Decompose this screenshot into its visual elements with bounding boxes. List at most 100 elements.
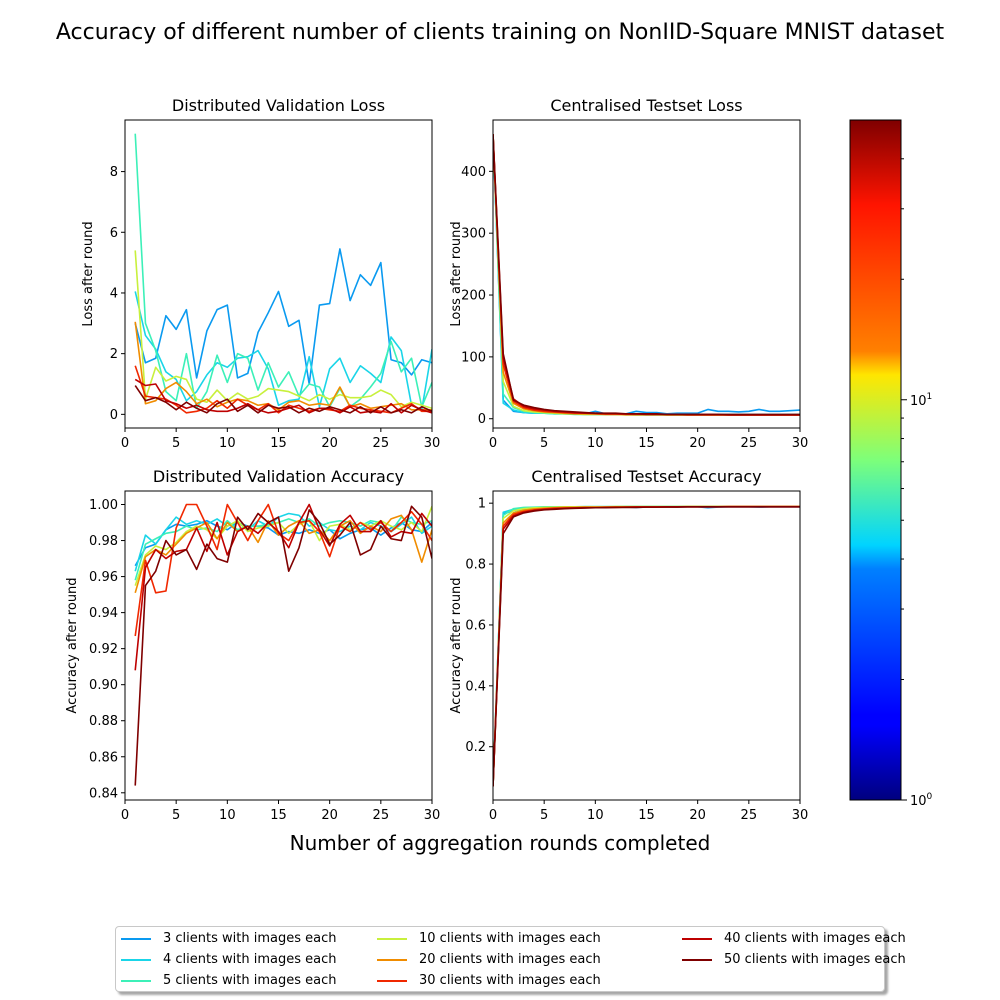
series-line-4 [493, 505, 800, 787]
y-tick-label: 0.6 [465, 618, 486, 633]
legend-swatch [682, 959, 712, 961]
y-tick-label: 0.90 [89, 678, 118, 693]
x-tick-label: 30 [424, 436, 441, 451]
legend-label: 30 clients with images each [419, 973, 601, 988]
series-line-8 [134, 385, 432, 414]
legend-swatch [377, 959, 407, 961]
x-tick-label: 15 [270, 436, 287, 451]
x-tick-label: 20 [321, 808, 338, 823]
colorbar: 100 101 [849, 119, 933, 809]
series-line-4 [493, 134, 800, 416]
y-tick-label: 4 [110, 286, 118, 301]
x-tick-label: 5 [540, 436, 548, 451]
series-line-8 [493, 506, 800, 787]
x-tick-label: 10 [587, 436, 604, 451]
y-tick-label: 0.96 [89, 570, 118, 585]
legend-label: 4 clients with images each [163, 952, 337, 967]
panel-title: Distributed Validation Loss [172, 96, 385, 115]
x-tick-label: 0 [489, 808, 497, 823]
y-tick-label: 0.8 [465, 558, 486, 573]
legend-swatch [682, 938, 712, 940]
chart-panels: Distributed Validation Loss Loss after ro… [65, 96, 808, 823]
series-line-1 [493, 506, 800, 787]
x-tick-label: 20 [321, 436, 338, 451]
y-tick-label: 1 [478, 497, 486, 512]
figure-title: Accuracy of different number of clients … [56, 20, 945, 45]
x-tick-label: 30 [792, 808, 809, 823]
legend-swatch [121, 938, 151, 940]
x-tick-label: 20 [689, 808, 706, 823]
plot-frame [492, 119, 801, 429]
y-tick-label: 0.98 [89, 534, 118, 549]
series-line-4 [134, 506, 432, 586]
y-tick-label: 8 [110, 165, 118, 180]
y-tick-label: 0.88 [89, 714, 118, 729]
plot-frame [124, 119, 433, 429]
x-tick-label: 25 [373, 808, 390, 823]
legend-label: 5 clients with images each [163, 973, 337, 988]
series-line-3 [134, 133, 432, 410]
series-line-2 [493, 134, 800, 416]
plot-frame [492, 490, 801, 801]
series-line-6 [493, 134, 800, 416]
legend-label: 50 clients with images each [724, 952, 906, 967]
y-tick-label: 100 [461, 350, 486, 365]
x-tick-label: 15 [270, 808, 287, 823]
y-tick-label: 2 [110, 347, 118, 362]
legend-label: 10 clients with images each [419, 931, 601, 946]
y-tick-label: 400 [461, 165, 486, 180]
series-line-5 [493, 505, 800, 787]
series-line-4 [134, 250, 432, 410]
legend: 3 clients with images each 4 clients with… [115, 926, 906, 992]
series-line-3 [134, 516, 432, 581]
series-line-3 [493, 505, 800, 787]
legend-swatch [377, 938, 407, 940]
shared-x-axis-label: Number of aggregation rounds completed [290, 831, 711, 855]
colorbar-tick-label: 100 [910, 792, 933, 809]
y-tick-label: 0.86 [89, 750, 118, 765]
series-line-7 [493, 506, 800, 787]
y-tick-label: 6 [110, 226, 118, 241]
series-line-2 [493, 505, 800, 787]
series-line-3 [493, 134, 800, 416]
y-axis-label: Accuracy after round [65, 577, 80, 713]
y-axis-label: Accuracy after round [449, 577, 464, 713]
colorbar-tick-label: 101 [910, 392, 932, 409]
x-tick-label: 5 [172, 808, 180, 823]
series-line-7 [493, 134, 800, 416]
colorbar-gradient [849, 119, 902, 801]
series-line-6 [493, 505, 800, 787]
x-tick-label: 25 [741, 436, 758, 451]
series-line-2 [134, 291, 432, 411]
chart-panel-3: Distributed Validation Accuracy Accuracy … [65, 467, 440, 823]
chart-panel-2: Centralised Testset Loss Loss after round… [449, 96, 808, 451]
x-tick-label: 25 [373, 436, 390, 451]
series-line-8 [493, 134, 800, 416]
y-tick-label: 300 [461, 227, 486, 242]
panel-title: Centralised Testset Accuracy [531, 467, 761, 486]
x-tick-label: 20 [689, 436, 706, 451]
legend-swatch [377, 980, 407, 982]
y-tick-label: 0.94 [89, 606, 118, 621]
y-tick-label: 0.4 [465, 679, 486, 694]
chart-panel-1: Distributed Validation Loss Loss after ro… [81, 96, 440, 451]
x-tick-label: 15 [638, 436, 655, 451]
series-line-5 [134, 321, 432, 411]
y-tick-label: 1.00 [89, 498, 118, 513]
series-line-7 [134, 378, 432, 414]
legend-swatch [121, 959, 151, 961]
panel-title: Centralised Testset Loss [550, 96, 742, 115]
x-tick-label: 10 [219, 436, 236, 451]
legend-label: 40 clients with images each [724, 931, 906, 946]
x-tick-label: 5 [540, 808, 548, 823]
plot-frame [124, 490, 433, 801]
series-line-8 [134, 505, 432, 786]
x-tick-label: 30 [792, 436, 809, 451]
chart-panel-4: Centralised Testset Accuracy Accuracy aft… [449, 467, 808, 823]
y-tick-label: 0.2 [465, 740, 486, 755]
y-tick-label: 0.92 [89, 642, 118, 657]
legend-label: 20 clients with images each [419, 952, 601, 967]
series-line-5 [493, 134, 800, 416]
series-line-1 [493, 134, 800, 415]
x-tick-label: 0 [121, 808, 129, 823]
